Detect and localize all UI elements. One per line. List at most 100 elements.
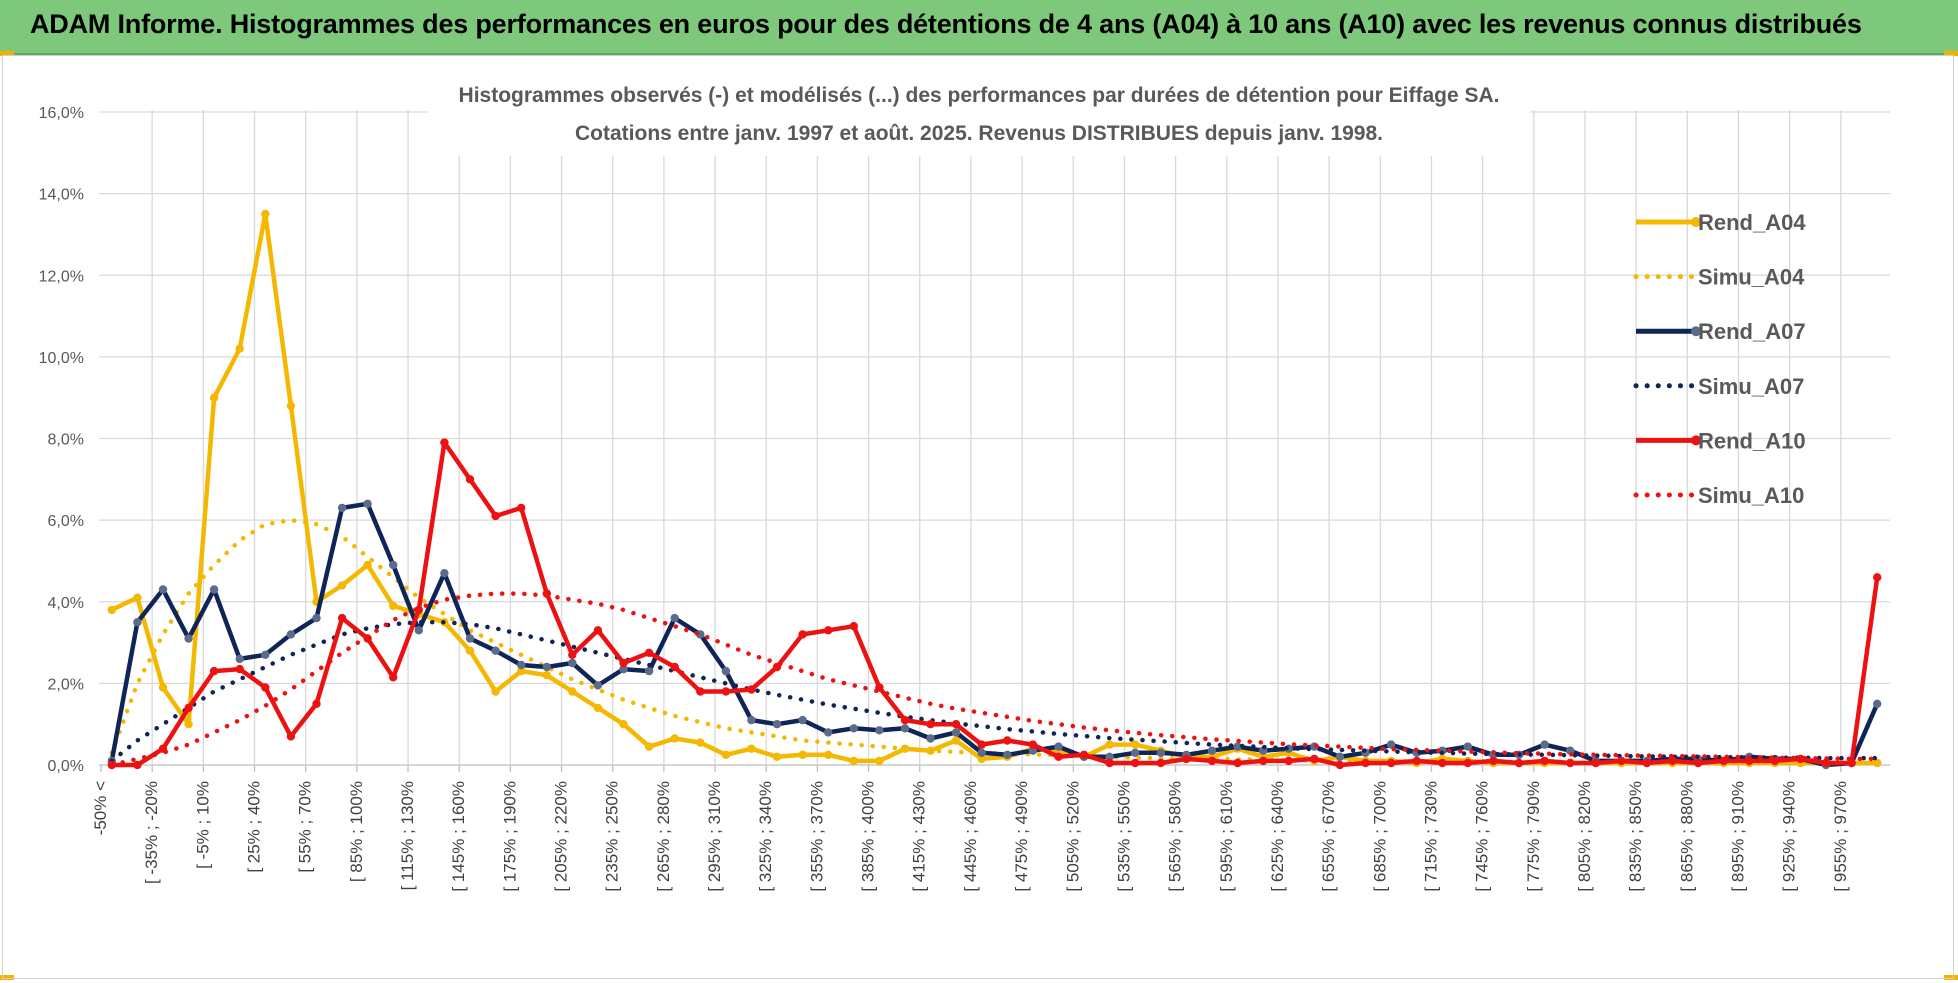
series-rend-a07-point <box>1156 748 1166 757</box>
title-background <box>428 78 1530 156</box>
y-tick-label: 2,0% <box>48 676 84 693</box>
x-tick-label: [ 865% ; 880% <box>1677 781 1696 892</box>
series-simu-a07-line <box>109 619 1880 764</box>
series-rend-a10-point <box>1412 756 1421 766</box>
series-rend-a10-point <box>491 511 500 521</box>
x-tick-label: [ 445% ; 460% <box>961 781 980 892</box>
series-rend-a07-point <box>158 585 168 594</box>
series-rend-a10-point <box>389 673 398 682</box>
series-rend-a07-point <box>1540 740 1549 749</box>
series-rend-a07-point <box>1335 752 1345 761</box>
series-rend-a07-point <box>517 660 526 670</box>
series-rend-a10-point <box>849 622 858 631</box>
series-rend-a10-point <box>1821 758 1831 768</box>
x-axis: -50% < [ -35% ; -20% [ -5% ; 10% [ 25% ; 40… <box>91 765 1850 892</box>
series-rend-a04-point <box>158 683 168 692</box>
series-rend-a10-point <box>184 703 193 713</box>
series-rend-a10-point <box>1259 756 1268 766</box>
x-tick-label: [ 535% ; 550% <box>1114 781 1133 892</box>
series-rend-a10-point <box>286 732 296 741</box>
series-rend-a07-point <box>593 681 603 690</box>
series-rend-a10-point <box>951 720 961 729</box>
series-rend-a07-point <box>286 630 296 639</box>
x-tick-label: [ 265% ; 280% <box>654 781 673 892</box>
series-rend-a10-point <box>1335 760 1345 770</box>
series-rend-a04-point <box>465 646 475 655</box>
series-rend-a04-point <box>1873 758 1882 768</box>
series-rend-a07-point <box>184 634 193 643</box>
series-rend-a07-point <box>977 748 986 757</box>
grid-lines <box>99 110 1890 766</box>
series-rend-a07-point <box>568 658 577 668</box>
report-banner: ADAM Informe. Histogrammes des performan… <box>0 0 1958 55</box>
x-tick-label: [ 655% ; 670% <box>1319 781 1338 892</box>
legend-rend-a10-marker <box>1691 435 1701 446</box>
x-tick-label: [ 85% ; 100% <box>347 781 366 882</box>
series-rend-a10-point <box>798 630 807 639</box>
y-tick-label: 16,0% <box>39 105 84 122</box>
corner-mark <box>1944 51 1958 56</box>
series-rend-a04-point <box>593 703 603 713</box>
series-rend-a07-point <box>209 585 219 594</box>
y-tick-label: 8,0% <box>48 432 84 449</box>
x-tick-label: [ 505% ; 520% <box>1063 781 1082 892</box>
y-tick-label: 12,0% <box>39 268 84 285</box>
series-rend-a10-point <box>312 699 321 708</box>
series-rend-a07-point <box>542 662 551 672</box>
legend-simu-a10-label: Simu_A10 <box>1698 483 1804 508</box>
legend-rend-a04-label: Rend_A04 <box>1698 210 1806 235</box>
x-tick-label: [ 685% ; 700% <box>1370 781 1389 892</box>
y-tick-label: 14,0% <box>39 187 84 204</box>
series-rend-a04-point <box>619 720 628 729</box>
x-tick-label: [ -5% ; 10% <box>193 781 212 869</box>
x-tick-label: [ 745% ; 760% <box>1473 781 1492 892</box>
series-rend-a07-point <box>644 666 654 676</box>
x-tick-label: [ 805% ; 820% <box>1575 781 1594 892</box>
series-rend-a07-point <box>1003 750 1012 759</box>
x-tick-label: [ 625% ; 640% <box>1268 781 1287 892</box>
series-rend-a07-point <box>619 664 628 674</box>
series-rend-a07-point <box>951 728 961 737</box>
series-rend-a10-point <box>1182 754 1191 764</box>
y-axis: 0,0% 2,0% 4,0% 6,0% 8,0% 10,0% 12,0% 14,0% 16,0% <box>39 105 84 775</box>
series-rend-a10-line <box>111 440 1880 768</box>
series-rend-a04-point <box>261 209 270 219</box>
series-rend-a10-point <box>900 715 910 725</box>
x-tick-label: [ 415% ; 430% <box>910 781 929 892</box>
series-rend-a10-point <box>926 720 935 729</box>
legend-simu-a07-label: Simu_A07 <box>1698 374 1804 399</box>
series-rend-a07-point <box>721 666 731 676</box>
series-rend-a07-point <box>491 646 500 655</box>
legend-rend-a04-marker <box>1691 217 1701 227</box>
series-rend-a10-point <box>1668 756 1677 766</box>
series-rend-a04-point <box>696 738 705 747</box>
series-rend-a10-point <box>209 666 219 676</box>
x-tick-label: [ 835% ; 850% <box>1626 781 1645 892</box>
series-rend-a07-point <box>261 650 270 659</box>
series-rend-a04-point <box>644 742 654 751</box>
series-rend-a07-point <box>849 724 858 733</box>
series-rend-a10-point <box>1745 756 1754 766</box>
corner-mark <box>0 51 14 56</box>
y-tick-label: 0,0% <box>48 758 84 775</box>
series-rend-a07-point <box>772 720 782 729</box>
x-tick-label: [ 55% ; 70% <box>296 781 315 873</box>
x-tick-label: [ 385% ; 400% <box>859 781 878 892</box>
series-rend-a07-point <box>133 618 142 627</box>
series-rend-a04-point <box>107 605 117 615</box>
series-rend-a07-point <box>1028 746 1038 755</box>
series-rend-a04-point <box>721 750 731 759</box>
series-rend-a07-point <box>337 503 347 513</box>
series-rend-a10-point <box>721 687 731 696</box>
series-rend-a10-point <box>1284 756 1293 766</box>
series-rend-a10-point <box>1105 758 1114 768</box>
series-rend-a10-point <box>1003 736 1012 745</box>
series-rend-a07-point <box>824 728 833 737</box>
x-tick-label: [ 145% ; 160% <box>449 781 468 892</box>
x-tick-label: [ 295% ; 310% <box>705 781 724 892</box>
series-simu-a10-line <box>109 591 1880 768</box>
legend-simu-a04-label: Simu_A04 <box>1698 265 1805 290</box>
series-rend-a07-point <box>465 634 475 643</box>
series-rend-a07-line <box>109 501 1880 768</box>
legend-rend-a10-label: Rend_A10 <box>1698 428 1806 453</box>
